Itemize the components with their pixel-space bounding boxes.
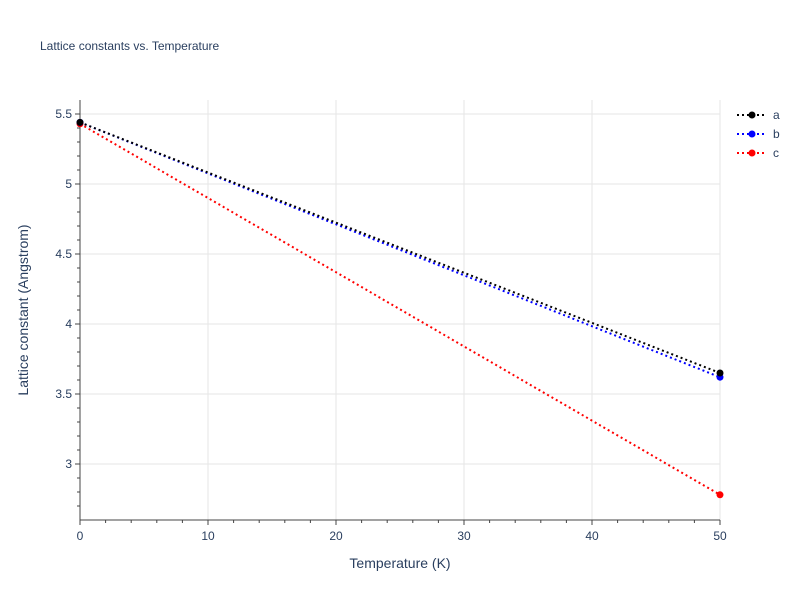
grid-layer bbox=[79, 100, 721, 520]
y-tick-label: 5 bbox=[65, 177, 72, 191]
legend[interactable]: abc bbox=[737, 108, 780, 160]
y-tick-label: 3.5 bbox=[55, 387, 72, 401]
legend-item-c[interactable]: c bbox=[737, 146, 779, 160]
data-point-c bbox=[716, 491, 724, 499]
data-point-a bbox=[716, 369, 724, 377]
legend-item-b[interactable]: b bbox=[737, 127, 780, 141]
legend-marker-b bbox=[748, 130, 756, 138]
axis-layer: 0 10 20 30 40 50 3 3.5 4 4.5 5 5.5 bbox=[55, 100, 727, 543]
x-tick-label: 10 bbox=[201, 529, 215, 543]
legend-marker-c bbox=[748, 149, 756, 157]
x-tick-label: 50 bbox=[713, 529, 727, 543]
x-tick-label: 20 bbox=[329, 529, 343, 543]
x-tick-label: 0 bbox=[77, 529, 84, 543]
data-point-a bbox=[76, 118, 84, 126]
series-layer bbox=[76, 118, 724, 499]
legend-item-a[interactable]: a bbox=[737, 108, 780, 122]
x-axis-title: Temperature (K) bbox=[349, 555, 450, 571]
legend-label-a: a bbox=[773, 108, 780, 122]
chart-title: Lattice constants vs. Temperature bbox=[40, 39, 220, 53]
y-tick-label: 4 bbox=[65, 317, 72, 331]
y-tick-label: 5.5 bbox=[55, 107, 72, 121]
legend-label-b: b bbox=[773, 127, 780, 141]
series-line-c bbox=[79, 122, 721, 496]
legend-marker-a bbox=[748, 111, 756, 119]
y-axis-title: Lattice constant (Angstrom) bbox=[15, 224, 31, 395]
y-tick-label: 4.5 bbox=[55, 247, 72, 261]
x-tick-label: 40 bbox=[585, 529, 599, 543]
y-tick-label: 3 bbox=[65, 457, 72, 471]
x-tick-label: 30 bbox=[457, 529, 471, 543]
legend-label-c: c bbox=[773, 146, 779, 160]
